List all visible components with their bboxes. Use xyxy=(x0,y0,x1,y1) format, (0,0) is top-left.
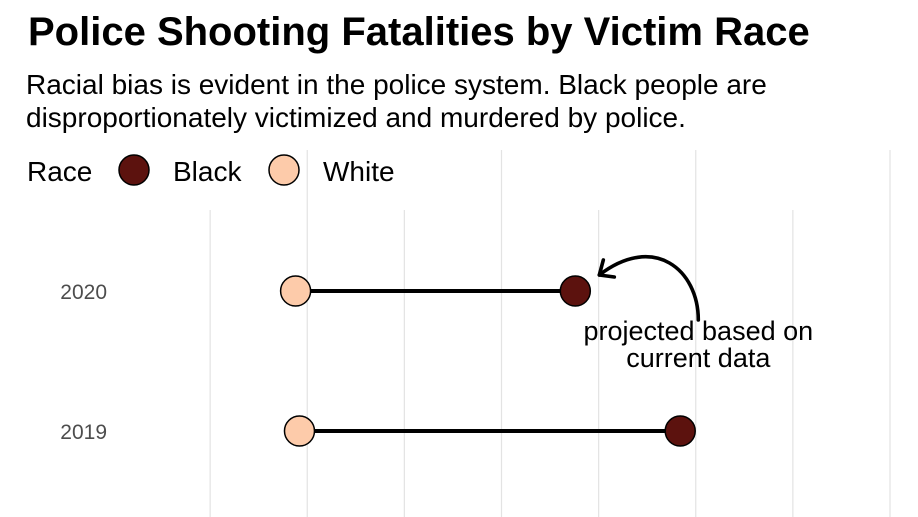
legend-label-black: Black xyxy=(173,156,242,187)
legend-label-white: White xyxy=(323,156,395,187)
dumbbell-segments xyxy=(295,289,681,433)
annotation-text: projected based on current data xyxy=(583,316,813,373)
grid-layer xyxy=(209,150,891,517)
point-black-2019 xyxy=(664,415,696,447)
annotation-arrow xyxy=(597,255,701,322)
annotation-arrowhead xyxy=(597,258,617,279)
legend-marker-white xyxy=(268,154,300,186)
chart-subtitle: Racial bias is evident in the police sys… xyxy=(26,69,767,133)
y-tick-label: 2020 xyxy=(60,281,107,304)
point-black-2020 xyxy=(559,275,592,307)
y-axis-ticks: 2020 2019 xyxy=(60,281,107,444)
annotation-line: current data xyxy=(626,343,771,373)
y-tick-label: 2019 xyxy=(60,421,107,444)
legend-marker-black xyxy=(118,154,150,186)
chart-title: Police Shooting Fatalities by Victim Rac… xyxy=(28,10,810,54)
annotation-line: projected based on xyxy=(583,316,813,346)
point-white-2019 xyxy=(283,415,316,447)
dumbbell-points xyxy=(279,275,696,447)
point-white-2020 xyxy=(279,275,312,307)
annotation: projected based on current data xyxy=(583,255,813,373)
legend: Race Black White xyxy=(27,154,395,187)
legend-title: Race xyxy=(27,156,92,187)
